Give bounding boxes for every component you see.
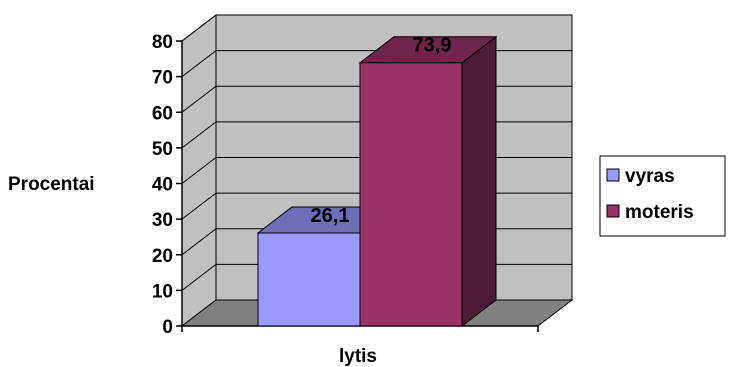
data-label-moteris: 73,9 bbox=[413, 35, 452, 57]
y-tick-label: 60 bbox=[152, 103, 173, 124]
y-tick-label: 20 bbox=[152, 246, 173, 267]
x-axis-label: lytis bbox=[339, 346, 377, 367]
bar-side bbox=[461, 35, 497, 328]
y-tick-label: 30 bbox=[152, 210, 173, 231]
bar-front bbox=[257, 232, 361, 327]
legend-swatch bbox=[606, 204, 620, 218]
legend-box bbox=[599, 155, 726, 237]
y-tick-label: 10 bbox=[152, 281, 173, 302]
y-tick-label: 40 bbox=[152, 175, 173, 196]
gridline bbox=[181, 14, 572, 42]
data-labels: 26,1 73,9 bbox=[311, 35, 452, 227]
bar-moteris bbox=[358, 35, 498, 328]
legend-swatch bbox=[606, 168, 620, 182]
legend: vyras moteris bbox=[599, 155, 726, 237]
bars bbox=[256, 35, 498, 328]
y-tick-label: 0 bbox=[162, 317, 173, 338]
legend-item-vyras: vyras bbox=[606, 166, 675, 187]
bar-front bbox=[359, 62, 463, 327]
legend-label: moteris bbox=[625, 202, 694, 223]
legend-item-moteris: moteris bbox=[606, 202, 694, 223]
legend-label: vyras bbox=[625, 166, 675, 187]
y-tick-label: 80 bbox=[152, 32, 173, 53]
y-tick-label: 70 bbox=[152, 68, 173, 89]
data-label-vyras: 26,1 bbox=[311, 205, 350, 227]
y-tick-label: 50 bbox=[152, 139, 173, 160]
y-axis-label: Procentai bbox=[8, 174, 95, 195]
